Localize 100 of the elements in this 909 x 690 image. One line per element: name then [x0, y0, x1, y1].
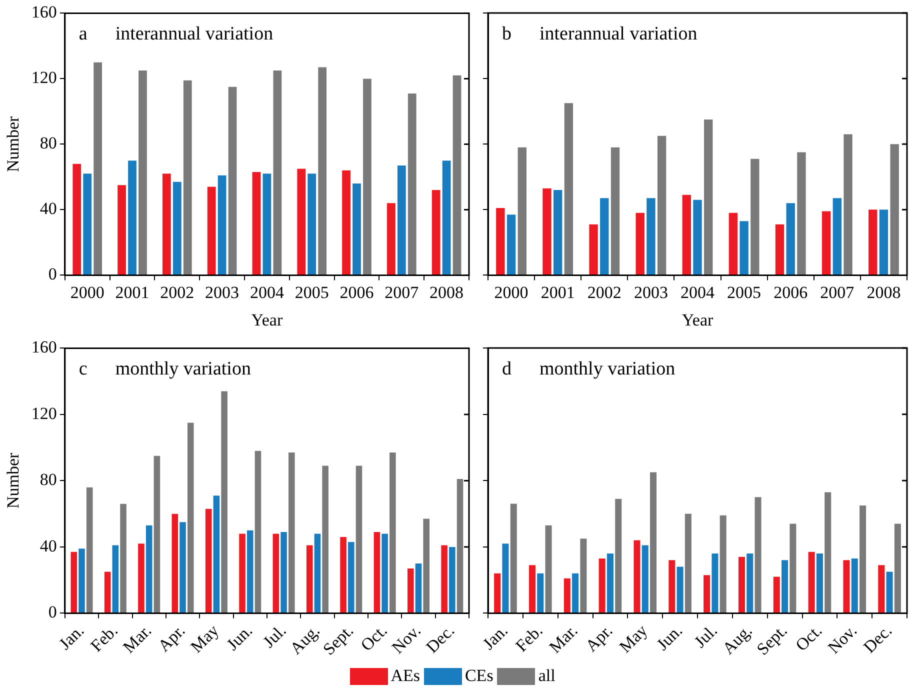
bar — [118, 185, 126, 275]
bar — [239, 534, 246, 613]
bar — [600, 198, 609, 275]
bar — [843, 560, 850, 613]
x-tick-label: Jul. — [690, 620, 721, 652]
bar — [382, 534, 388, 613]
x-tick-label: 2003 — [634, 282, 668, 302]
text: interannual variation — [540, 23, 698, 44]
bar — [610, 147, 620, 275]
bar — [693, 200, 702, 275]
bar — [348, 542, 354, 613]
annotation: a — [78, 24, 88, 45]
bar — [782, 560, 788, 613]
bar — [120, 504, 126, 613]
bar — [138, 70, 147, 275]
x-tick-label: 2000 — [70, 282, 104, 302]
bar — [754, 497, 762, 613]
x-tick-label: Apr. — [582, 620, 616, 656]
bar — [712, 554, 718, 613]
bar — [797, 152, 806, 275]
y-tick-label: 0 — [48, 602, 57, 622]
bar — [390, 452, 396, 613]
bar — [308, 174, 316, 275]
bar — [704, 575, 710, 613]
y-tick-label: 120 — [31, 68, 57, 88]
x-tick-label: 2006 — [340, 282, 374, 302]
x-tick-label: Jun. — [222, 620, 256, 654]
bar — [642, 545, 648, 613]
bar — [860, 505, 866, 613]
bar — [207, 186, 216, 275]
bar — [415, 564, 422, 613]
x-tick-label: 2005 — [294, 282, 329, 302]
bar — [589, 224, 598, 275]
bar — [636, 212, 644, 275]
bar — [786, 203, 795, 275]
annotation: c — [78, 358, 88, 380]
y-axis-title: Number — [4, 452, 23, 509]
annotation: b — [502, 23, 512, 44]
bar — [879, 210, 888, 275]
bar — [528, 565, 536, 613]
bar — [72, 164, 82, 275]
y-tick-label: 0 — [48, 264, 57, 284]
y-tick-label: 80 — [40, 134, 57, 153]
y-tick-label: 120 — [31, 404, 57, 423]
x-tick-label: Jun. — [652, 620, 686, 654]
bar — [297, 168, 306, 275]
x-tick-label: Jan. — [478, 620, 512, 654]
bar — [553, 190, 562, 275]
bar — [634, 540, 640, 613]
bar — [246, 530, 254, 613]
bar — [228, 86, 237, 275]
bar — [374, 532, 380, 613]
bar — [180, 522, 186, 613]
x-tick-label: Oct. — [792, 620, 826, 655]
annotation: d — [502, 358, 512, 380]
bar — [650, 472, 657, 613]
x-tick-label: Feb. — [86, 620, 122, 656]
bar — [408, 93, 416, 275]
bar — [318, 67, 327, 275]
bar — [218, 175, 226, 275]
bar — [128, 160, 136, 275]
bar — [356, 466, 362, 613]
bar — [254, 450, 262, 613]
bar — [104, 572, 111, 613]
bar — [720, 515, 726, 613]
bar — [280, 532, 287, 613]
bar — [773, 576, 780, 613]
bar — [506, 214, 516, 275]
x-axis-title: Year — [682, 310, 714, 330]
bar — [790, 524, 796, 613]
bar — [816, 554, 823, 613]
bar — [452, 75, 462, 275]
bar — [851, 558, 858, 613]
bar — [78, 548, 85, 613]
legend-label: CEs — [464, 666, 494, 686]
bar — [112, 545, 119, 613]
x-tick-label: 2004 — [250, 282, 284, 302]
bar — [832, 198, 842, 275]
bar — [542, 188, 552, 275]
x-axis-title: Year — [251, 310, 283, 330]
bar — [407, 568, 414, 613]
x-tick-label: Oct. — [357, 620, 391, 655]
x-tick-label: 2007 — [820, 282, 855, 302]
legend-label: all — [538, 666, 556, 686]
x-tick-label: Dec. — [422, 620, 458, 657]
x-tick-label: Mar. — [119, 620, 156, 657]
bar — [886, 572, 893, 613]
bar — [213, 496, 220, 613]
y-tick-label: 40 — [40, 536, 57, 556]
bar — [154, 456, 160, 613]
x-tick-label: Dec. — [860, 620, 896, 657]
bar — [615, 498, 622, 613]
bar — [682, 194, 691, 275]
x-tick-label: 2001 — [540, 282, 575, 302]
bar — [684, 514, 692, 613]
text: monthly variation — [540, 358, 676, 380]
x-tick-label: Nov. — [824, 620, 861, 658]
y-tick-label: 80 — [40, 470, 57, 490]
bar — [808, 552, 815, 613]
legend-label: AEs — [390, 666, 420, 686]
